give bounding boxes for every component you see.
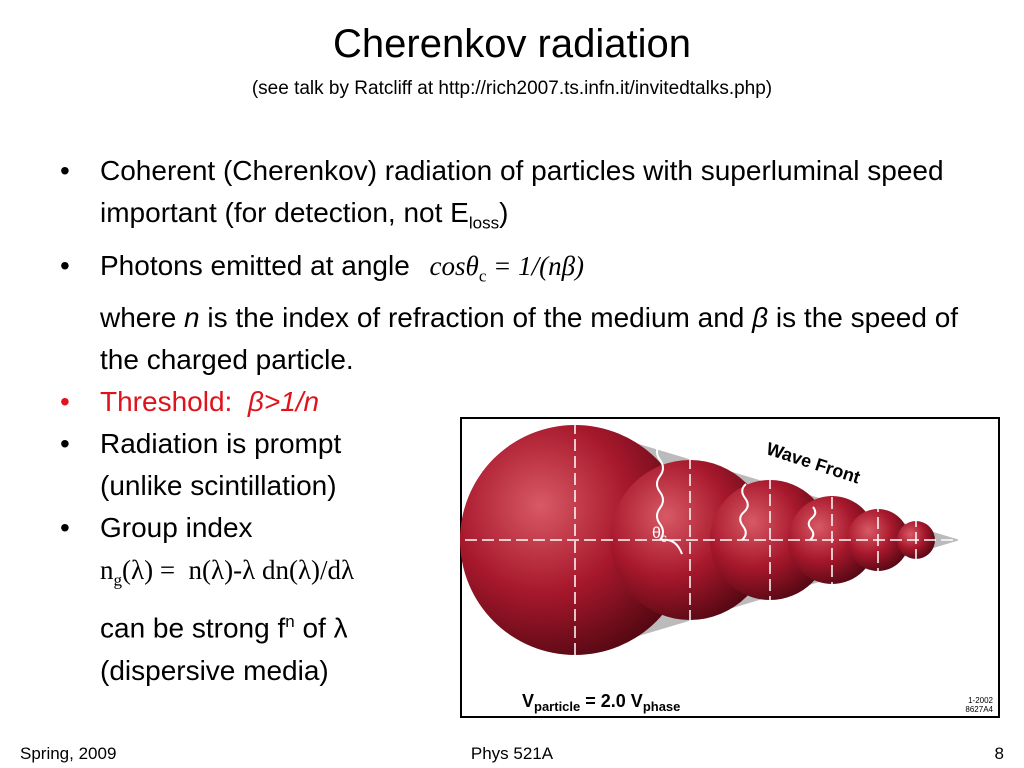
symbol: n (184, 301, 200, 333)
symbol: β (752, 301, 769, 333)
footer-right: 8 (994, 744, 1004, 763)
text: Photons emitted at angle (100, 249, 410, 281)
velocity-label: Vparticle = 2.0 Vphase (522, 691, 680, 714)
text: of λ (294, 612, 348, 644)
formula-sub: g (113, 570, 123, 590)
text: Coherent (Cherenkov) radiation of partic… (100, 155, 944, 228)
formula: ng(λ) = n(λ)-λ dn(λ)/dλ (100, 554, 355, 589)
superscript: n (285, 612, 295, 632)
subscript: loss (468, 213, 500, 233)
text: c (661, 531, 667, 545)
text: Group index (100, 511, 253, 543)
text: (unlike scintillation) (100, 469, 337, 501)
bullet-list: Coherent (Cherenkov) radiation of partic… (56, 150, 980, 692)
formula-main: n (100, 554, 114, 585)
text: where (100, 301, 185, 333)
bullet: Threshold: β>1/n (56, 381, 980, 423)
text: V (522, 691, 534, 711)
formula-sub: c (478, 265, 487, 285)
text: can be strong f (100, 612, 286, 644)
footer-center: Phys 521A (470, 744, 554, 763)
text: Radiation is prompt (100, 427, 342, 459)
formula: cosθc = 1/(nβ) (429, 250, 585, 285)
text: Threshold: (100, 385, 233, 417)
bullet: Radiation is prompt (unlike scintillation… (56, 423, 980, 507)
text: is the speed of the charged particle. (100, 301, 959, 375)
figure-code: 8627A4 (965, 705, 993, 714)
wavy-arrows (656, 443, 817, 555)
axes (465, 422, 990, 690)
text: ) (499, 197, 509, 228)
expression: β>1/n (247, 385, 320, 417)
text: phase (643, 699, 681, 714)
text: (dispersive media) (100, 654, 329, 686)
formula-main: cosθ (429, 250, 479, 281)
title: Cherenkov radiation (333, 22, 691, 66)
text: θ (652, 525, 661, 542)
figure-code: 1-2002 (968, 696, 993, 705)
angle-label: θc (652, 525, 667, 545)
subtitle: (see talk by Ratcliff at http://rich2007… (251, 78, 773, 99)
footer-left: Spring, 2009 (20, 744, 117, 763)
text: particle (534, 699, 580, 714)
text: = 2.0 V (580, 691, 643, 711)
bullet: Photons emitted at angle cosθc = 1/(nβ) w… (56, 245, 980, 381)
bullet: Coherent (Cherenkov) radiation of partic… (56, 150, 980, 245)
formula-rest: (λ) = n(λ)-λ dn(λ)/dλ (122, 554, 355, 585)
formula-rest: = 1/(nβ) (493, 250, 585, 281)
text: is the index of refraction of the medium… (199, 301, 753, 333)
